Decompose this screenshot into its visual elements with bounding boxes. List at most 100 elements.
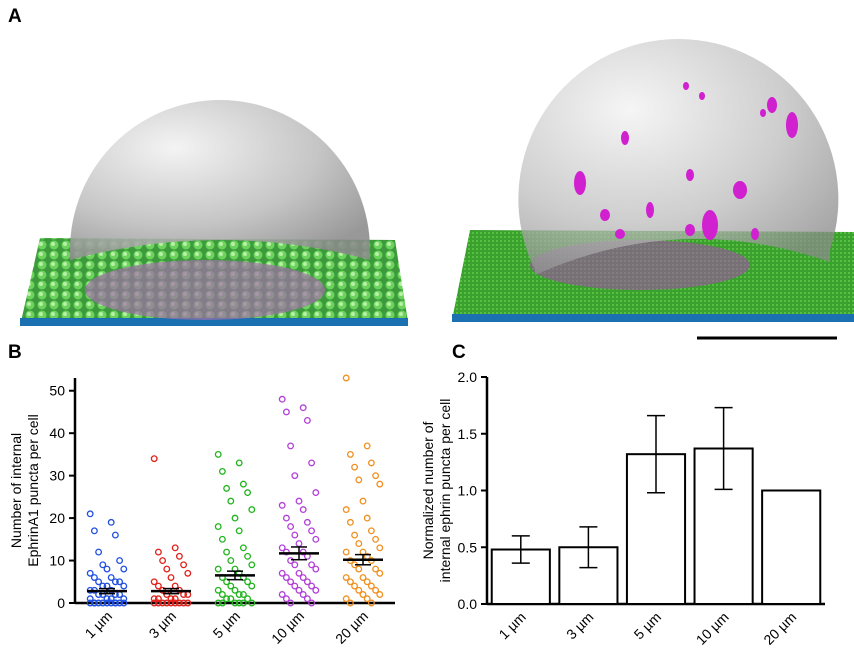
data-point [295, 569, 303, 577]
data-point [359, 591, 367, 598]
data-point [282, 574, 290, 581]
data-point [367, 527, 375, 535]
data-point [376, 544, 384, 552]
data-point [295, 586, 303, 594]
data-point [376, 569, 384, 577]
data-point [342, 506, 350, 514]
data-point [303, 417, 311, 424]
data-point [363, 442, 371, 450]
x-tick-label: 10 µm [693, 609, 732, 648]
x-tick-label: 10 µm [268, 608, 307, 647]
panel-label: B [8, 342, 22, 363]
data-point [351, 582, 359, 590]
data-point [299, 404, 307, 412]
data-point [282, 595, 290, 603]
data-point [231, 514, 239, 522]
data-point [308, 561, 316, 569]
data-point [367, 459, 375, 467]
data-point [291, 582, 299, 590]
data-point [239, 591, 247, 598]
data-point [95, 578, 103, 586]
data-point [342, 548, 350, 556]
data-point [227, 557, 235, 564]
data-point [351, 463, 359, 471]
data-point [287, 557, 295, 564]
data-point [90, 574, 98, 581]
microscopy-image [20, 19, 408, 326]
x-tick-label: 5 µm [631, 609, 665, 643]
data-point [308, 527, 316, 535]
data-point [154, 548, 162, 556]
data-point [171, 599, 179, 607]
data-point [159, 599, 167, 607]
data-point [342, 374, 350, 382]
data-point [312, 535, 320, 543]
x-tick-label: 3 µm [563, 609, 597, 643]
microscopy-image [452, 38, 854, 340]
data-point [111, 531, 119, 539]
data-point [103, 595, 111, 603]
data-point [86, 599, 94, 607]
data-point [150, 455, 158, 463]
data-point [312, 489, 320, 497]
data-point [308, 582, 316, 590]
data-point [235, 527, 243, 535]
y-tick-label: 50 [49, 383, 65, 399]
data-point [214, 586, 222, 594]
data-point [299, 506, 307, 514]
data-point [184, 599, 192, 607]
data-point [214, 450, 222, 458]
x-tick-label: 20 µm [332, 608, 371, 647]
data-point [308, 459, 316, 467]
data-point [107, 518, 115, 526]
data-point [303, 518, 311, 526]
data-point [244, 595, 252, 603]
data-point [278, 501, 286, 509]
data-point [363, 578, 371, 586]
data-point [154, 595, 162, 603]
data-point [287, 442, 295, 450]
y-tick-label: 1.5 [458, 426, 478, 442]
data-point [278, 395, 286, 403]
data-point [235, 591, 243, 598]
data-point [355, 476, 363, 484]
data-point [287, 523, 295, 531]
x-tick-label: 3 µm [146, 608, 180, 642]
data-point [120, 599, 128, 607]
data-point [214, 599, 222, 607]
data-point [116, 557, 124, 564]
panel-label: C [452, 342, 466, 363]
data-point [376, 480, 384, 488]
data-point [299, 574, 307, 581]
y-tick-label: 0 [57, 595, 65, 611]
data-point [295, 540, 303, 548]
data-point [154, 599, 162, 607]
y-tick-label: 30 [49, 468, 65, 484]
data-point [227, 595, 235, 603]
data-point [359, 497, 367, 505]
data-point [291, 472, 299, 480]
data-point [235, 599, 243, 607]
data-point [299, 591, 307, 598]
data-point [363, 595, 371, 603]
data-point [367, 599, 375, 607]
y-tick-label: 1.0 [458, 483, 478, 499]
data-point [150, 599, 158, 607]
y-tick-label: 0.5 [458, 539, 478, 555]
data-point [111, 599, 119, 607]
data-point [372, 565, 380, 573]
data-point [86, 595, 94, 603]
data-point [116, 599, 124, 607]
data-point [86, 510, 94, 518]
data-point [278, 591, 286, 598]
data-point [223, 548, 231, 556]
data-point [99, 599, 107, 607]
data-point [239, 480, 247, 488]
data-point [248, 582, 256, 590]
data-point [171, 595, 179, 603]
y-axis-label-line: EphrinA1 puncta per cell [25, 414, 41, 567]
data-point [116, 578, 124, 586]
data-point [295, 497, 303, 505]
data-point [278, 569, 286, 577]
data-point [163, 565, 171, 573]
